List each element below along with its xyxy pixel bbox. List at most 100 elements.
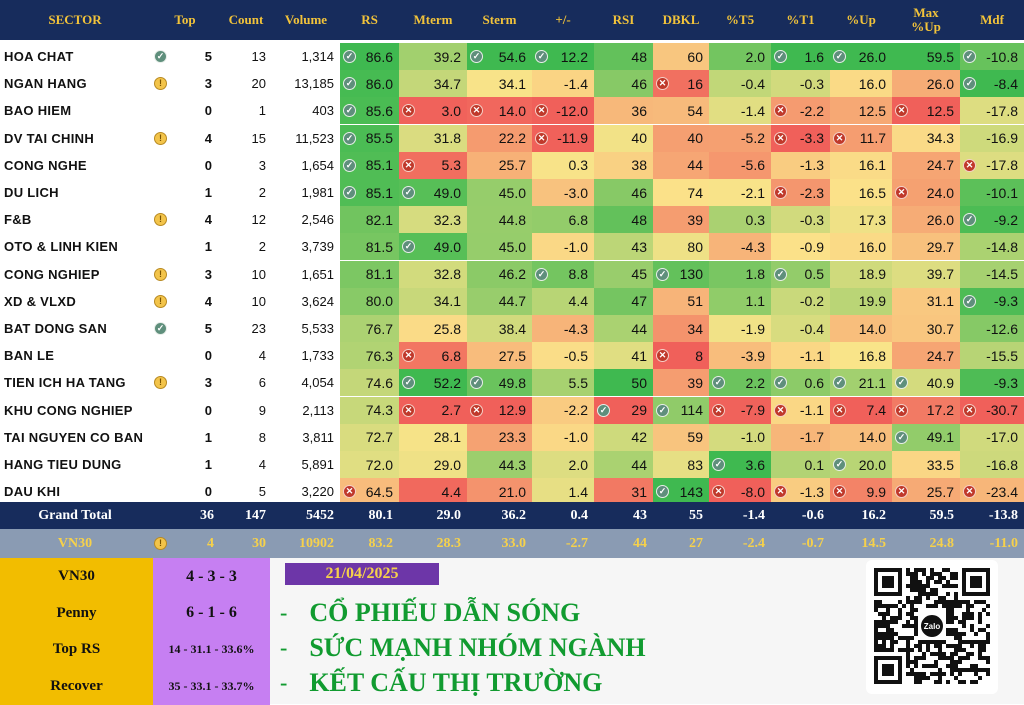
volume-value: 3,811: [302, 429, 334, 445]
sector-name: DAU KHI: [4, 484, 61, 500]
check-icon: ✓: [656, 267, 669, 281]
warning-icon: !: [154, 537, 167, 550]
cell-sterm: 27.5: [467, 342, 532, 370]
header-count[interactable]: Count: [228, 12, 264, 27]
check-icon: ✓: [833, 376, 846, 390]
grand-total-t1: -0.6: [801, 507, 824, 523]
slogan-dash: -: [280, 600, 288, 625]
cell-pm: 2.0: [532, 451, 594, 478]
vn30-volume: 10902: [299, 535, 334, 551]
cell-up: 19.9: [830, 287, 892, 315]
header-rs[interactable]: RS: [361, 12, 378, 27]
header-up[interactable]: %Up: [846, 12, 876, 27]
header-mterm[interactable]: Mterm: [413, 12, 453, 27]
cross-icon: ✕: [402, 158, 415, 172]
cell-rs: 80.0: [340, 287, 399, 315]
cell-t5: -3.9: [709, 342, 771, 370]
cell-mdf: -16.9: [960, 124, 1024, 152]
header-rsi[interactable]: RSI: [612, 12, 635, 27]
sector-name: CONG NGHIEP: [4, 266, 100, 282]
cell-sterm: 46.2: [467, 260, 532, 288]
check-icon: ✓: [402, 240, 415, 254]
cell-maxup: 30.7: [892, 315, 960, 342]
cell-dbkl: 83: [653, 451, 709, 478]
cell-sterm: 22.2: [467, 124, 532, 152]
cell-mterm: 49.0: [399, 179, 467, 206]
cell-rsi: 47: [594, 287, 653, 315]
qr-code[interactable]: Zalo: [866, 560, 998, 694]
top-value: 0: [204, 402, 212, 418]
top-value: 5: [204, 321, 212, 336]
cell-maxup: 33.5: [892, 451, 960, 478]
top-value: 4: [204, 212, 212, 228]
cell-mdf: -17.0: [960, 423, 1024, 451]
header-dbkl[interactable]: DBKL: [662, 12, 700, 27]
vn30-count: 30: [252, 535, 266, 551]
cell-pm: -0.5: [532, 342, 594, 370]
vn30-maxup: 24.8: [929, 535, 955, 551]
cell-up: 16.5: [830, 179, 892, 206]
cell-dbkl: 114: [653, 396, 709, 424]
table-header: [0, 0, 1024, 40]
cell-rsi: 41: [594, 342, 653, 370]
sector-name: BAN LE: [4, 348, 55, 364]
sector-name: DV TAI CHINH: [4, 130, 95, 146]
count-value: 15: [251, 130, 266, 146]
cell-sterm: 21.0: [467, 478, 532, 506]
cell-t1: -0.4: [771, 315, 830, 342]
cell-up: 16.1: [830, 151, 892, 179]
summary-label: Penny: [0, 594, 153, 632]
cell-maxup: 34.3: [892, 124, 960, 152]
header-maxup[interactable]: Max %Up: [911, 5, 941, 34]
check-icon: ✓: [656, 485, 669, 499]
slogan-text: SỨC MẠNH NHÓM NGÀNH: [309, 633, 646, 662]
top-value: 1: [204, 429, 212, 445]
cell-mdf: -17.8: [960, 97, 1024, 125]
sector-name: HOA CHAT: [4, 49, 74, 64]
header-sterm[interactable]: Sterm: [482, 12, 517, 27]
cell-up: 26.0: [830, 43, 892, 70]
cell-rs: 82.1: [340, 206, 399, 234]
cross-icon: ✕: [963, 158, 976, 172]
header-t1[interactable]: %T1: [786, 12, 815, 27]
cross-icon: ✕: [402, 349, 415, 363]
check-icon: ✓: [963, 50, 976, 63]
header-volume[interactable]: Volume: [284, 12, 328, 27]
cell-t5: -1.9: [709, 315, 771, 342]
grand-total-label: Grand Total: [38, 507, 112, 523]
top-value: 0: [204, 348, 212, 364]
cross-icon: ✕: [774, 186, 787, 199]
top-value: 3: [204, 76, 212, 92]
cell-t5: -5.6: [709, 151, 771, 179]
cross-icon: ✕: [712, 485, 725, 499]
cell-up: 17.3: [830, 206, 892, 234]
header-mdf[interactable]: Mdf: [980, 12, 1004, 27]
vn30-mterm: 28.3: [436, 535, 462, 551]
header-pm[interactable]: +/-: [555, 12, 571, 27]
check-icon: ✓: [712, 376, 725, 390]
cell-rsi: 48: [594, 43, 653, 70]
vn30-rsi: 44: [633, 535, 647, 551]
cell-rs: 74.3: [340, 396, 399, 424]
cell-dbkl: 59: [653, 423, 709, 451]
cell-pm: -1.0: [532, 233, 594, 261]
cell-t5: -1.4: [709, 97, 771, 125]
slogan-dash: -: [280, 635, 288, 660]
warning-icon: !: [154, 213, 167, 227]
check-icon: ✓: [343, 186, 356, 199]
sector-name: BAT DONG SAN: [4, 321, 108, 336]
header-sector[interactable]: SECTOR: [48, 12, 102, 27]
cell-maxup: 29.7: [892, 233, 960, 261]
cell-maxup: 39.7: [892, 260, 960, 288]
cell-sterm: 38.4: [467, 315, 532, 342]
cell-sterm: 25.7: [467, 151, 532, 179]
cell-rsi: 48: [594, 206, 653, 234]
check-icon: ✓: [535, 50, 548, 63]
cell-maxup: 26.0: [892, 206, 960, 234]
cell-mterm: 31.8: [399, 124, 467, 152]
header-top[interactable]: Top: [174, 12, 196, 27]
top-value: 3: [204, 375, 212, 391]
header-t5[interactable]: %T5: [725, 12, 755, 27]
cross-icon: ✕: [833, 485, 846, 499]
warning-icon: !: [154, 376, 167, 390]
